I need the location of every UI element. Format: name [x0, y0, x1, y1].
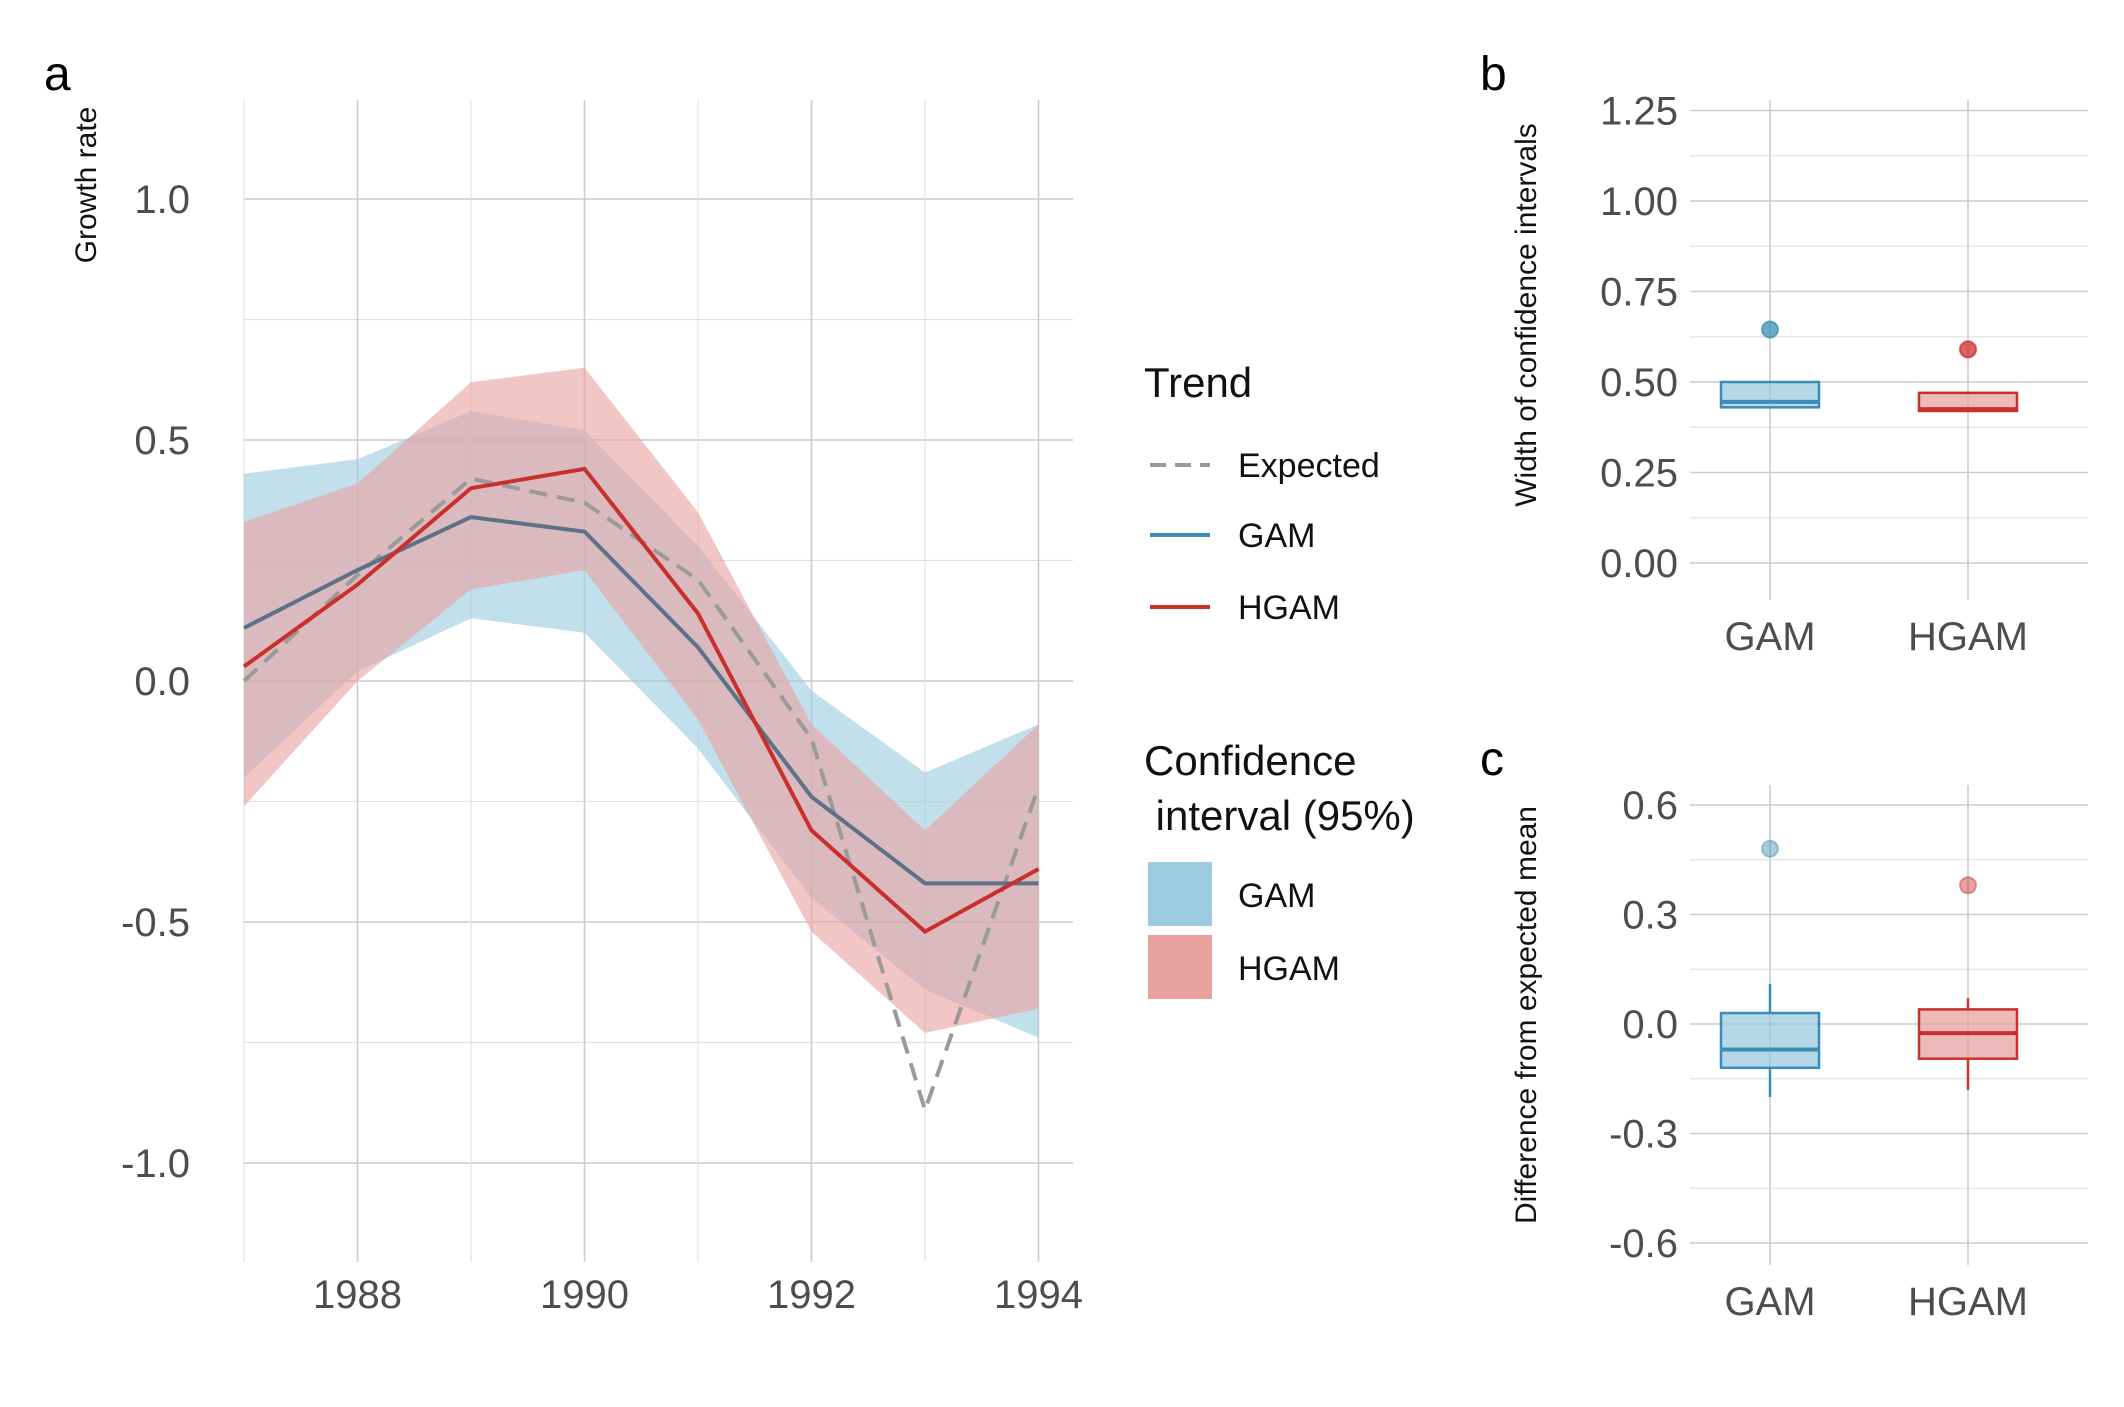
panel-c-difference-boxplot: 0.6 0.3 0.0 -0.3 -0.6 GAM HGAM c Difference fr…: [1480, 733, 2088, 1324]
panel-c-x-tick-hgam: HGAM: [1908, 1280, 2028, 1324]
panel-a-y-tick: -0.5: [121, 901, 190, 945]
legend-hgam-ci-label: HGAM: [1238, 950, 1340, 988]
panel-a-lines: [242, 466, 1041, 1117]
hgam-ci-ribbon: [244, 367, 1039, 1033]
panel-c-y-tick: 0.0: [1622, 1003, 1678, 1047]
panel-a-y-tick: -1.0: [121, 1142, 190, 1186]
legend-hgam-ci-swatch: [1148, 935, 1212, 999]
panel-a-y-tick: 0.0: [134, 660, 190, 704]
legend-gam-ci-swatch: [1148, 862, 1212, 926]
panel-b-y-tick: 0.50: [1600, 361, 1678, 405]
panel-a-ribbons: [244, 367, 1039, 1038]
panel-c-y-tick: 0.6: [1622, 784, 1678, 828]
panel-a-x-tick: 1992: [767, 1273, 856, 1317]
legend-hgam-line-label: HGAM: [1238, 589, 1340, 627]
panel-b-y-tick: 0.00: [1600, 542, 1678, 586]
panel-a-y-tick: 0.5: [134, 419, 190, 463]
legend-ci-title-line2: interval (95%): [1144, 792, 1415, 839]
panel-c-y-tick: -0.3: [1609, 1113, 1678, 1157]
panel-a-y-axis-title: Growth rate: [70, 107, 103, 264]
panel-c-hgam-outlier: [1959, 876, 1977, 895]
panel-b-x-tick-gam: GAM: [1724, 615, 1815, 659]
legend-trend-title: Trend: [1144, 359, 1252, 406]
panel-b-gam-outlier: [1761, 320, 1779, 339]
panel-a-tick-labels: 1.0 0.5 0.0 -0.5 -1.0 1988 1990 1992 1994: [121, 178, 1083, 1317]
panel-b-y-tick: 0.75: [1600, 271, 1678, 315]
panel-c-tick-labels: 0.6 0.3 0.0 -0.3 -0.6 GAM HGAM: [1609, 784, 2028, 1324]
panel-b-ci-width-boxplot: 1.25 1.00 0.75 0.50 0.25 0.00 GAM HGAM b Width …: [1480, 48, 2088, 659]
panel-label-b: b: [1480, 48, 1507, 101]
legend: Trend Expected GAM HGAM Confidence inter…: [1144, 359, 1415, 999]
panel-c-gam-outlier: [1761, 839, 1779, 858]
legend-expected-label: Expected: [1238, 447, 1380, 485]
panel-c-x-tick-gam: GAM: [1724, 1280, 1815, 1324]
panel-a-x-tick: 1988: [313, 1273, 402, 1317]
panel-c-boxes: [1719, 839, 2019, 1097]
legend-gam-line-label: GAM: [1238, 517, 1315, 555]
panel-b-y-axis-title: Width of confidence intervals: [1510, 123, 1543, 507]
panel-a-y-tick: 1.0: [134, 178, 190, 222]
panel-label-c: c: [1480, 733, 1504, 786]
panel-b-x-tick-hgam: HGAM: [1908, 615, 2028, 659]
panel-b-y-tick: 1.25: [1600, 90, 1678, 134]
panel-b-gridlines: [1690, 100, 2088, 600]
panel-b-boxes: [1719, 320, 2019, 413]
panel-b-tick-labels: 1.25 1.00 0.75 0.50 0.25 0.00 GAM HGAM: [1600, 90, 2028, 660]
panel-c-y-tick: -0.6: [1609, 1222, 1678, 1266]
legend-ci-title-line1: Confidence: [1144, 737, 1356, 784]
panel-c-gam-box: [1719, 1011, 1821, 1070]
panel-a-growth-rate-chart: 1.0 0.5 0.0 -0.5 -1.0 1988 1990 1992 1994 a Grow…: [44, 48, 1083, 1317]
panel-label-a: a: [44, 48, 71, 101]
panel-a-x-tick: 1990: [540, 1273, 629, 1317]
panel-b-y-tick: 1.00: [1600, 180, 1678, 224]
legend-gam-ci-label: GAM: [1238, 877, 1315, 915]
panel-c-y-tick: 0.3: [1622, 894, 1678, 938]
panel-c-y-axis-title: Difference from expected mean: [1510, 806, 1543, 1224]
hgam-trend-line: [242, 466, 1040, 935]
panel-a-x-tick: 1994: [994, 1273, 1083, 1317]
gam-trend-line: [243, 515, 1039, 886]
panel-b-y-tick: 0.25: [1600, 452, 1678, 496]
panel-b-hgam-outlier: [1959, 340, 1977, 359]
